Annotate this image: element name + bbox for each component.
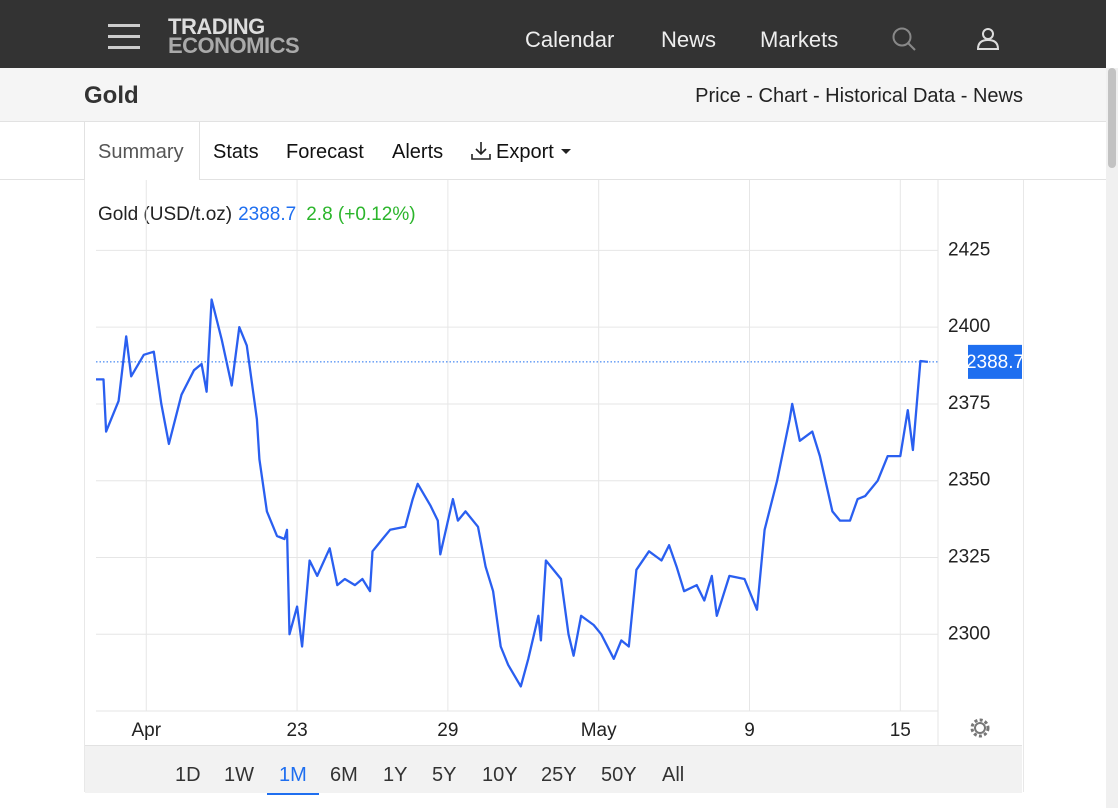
range-button[interactable]: All <box>662 764 685 786</box>
active-tab-bg <box>84 122 200 180</box>
legend-price: 2388.7 <box>238 204 296 225</box>
range-button[interactable]: 1D <box>175 764 201 786</box>
y-tick-label: 2325 <box>948 546 990 567</box>
range-button[interactable]: 50Y <box>601 764 637 786</box>
search-icon[interactable] <box>891 27 919 53</box>
sub-header: Gold Price - Chart - Historical Data - N… <box>0 68 1106 122</box>
settings-icon[interactable] <box>970 718 990 738</box>
tab[interactable]: Stats <box>213 141 259 163</box>
legend-change: 2.8 (+0.12%) <box>306 204 415 225</box>
price-line <box>96 298 929 688</box>
y-tick-label: 2400 <box>948 316 990 337</box>
y-tick-label: 2425 <box>948 239 990 260</box>
nav-link[interactable]: Calendar <box>525 27 615 52</box>
scroll-thumb[interactable] <box>1108 68 1116 168</box>
range-button[interactable]: 1M <box>267 764 319 795</box>
range-button[interactable]: 1Y <box>383 764 408 786</box>
sub-links[interactable]: Price - Chart - Historical Data - News <box>695 85 1023 107</box>
caret <box>561 149 571 154</box>
last-price-tag <box>968 344 1022 379</box>
scrollbar[interactable] <box>1106 68 1118 808</box>
range-bar: 1D 1W 1M 6M 1Y 5Y 10Y 25Y 50Y All <box>85 745 1022 795</box>
tab-bar: Summary Stats Forecast Alerts Export <box>0 122 1106 180</box>
y-tick-label: 2300 <box>948 623 990 644</box>
legend: Gold (USD/t.oz) 2388.7 2.8 (+0.12%) <box>98 204 416 225</box>
page-title: Gold <box>84 82 139 109</box>
chart-frame <box>84 180 1024 792</box>
y-tick-label: 2350 <box>948 470 990 491</box>
last-price-label: 2388.7 <box>966 352 1023 373</box>
top-bar: TRADING ECONOMICS Calendar News Markets <box>0 0 1106 68</box>
range-button[interactable]: 5Y <box>432 764 457 786</box>
range-button[interactable]: 10Y <box>482 764 518 786</box>
x-tick-label: 15 <box>890 720 911 741</box>
logo-bottom: ECONOMICS <box>168 33 300 58</box>
tab[interactable]: Forecast <box>286 141 364 163</box>
x-tick-label: 29 <box>437 720 458 741</box>
x-tick-label: Apr <box>131 720 161 741</box>
legend-name: Gold (USD/t.oz) <box>98 204 232 225</box>
logo[interactable]: TRADING ECONOMICS <box>168 14 300 58</box>
chart: Gold (USD/t.oz) 2388.7 2.8 (+0.12%) 2300 23… <box>96 180 1023 745</box>
range-button[interactable]: 25Y <box>541 764 577 786</box>
nav-link[interactable]: Markets <box>760 27 839 52</box>
menu-icon[interactable] <box>108 24 140 50</box>
y-tick-label: 2375 <box>948 393 990 414</box>
tab[interactable]: Alerts <box>392 141 444 163</box>
x-tick-label: May <box>581 720 617 741</box>
nav-link[interactable]: News <box>661 27 717 52</box>
range-button[interactable]: 6M <box>330 764 358 786</box>
export-button[interactable]: Export <box>496 141 554 163</box>
user-icon[interactable] <box>976 27 1002 51</box>
tab[interactable]: Summary <box>98 141 184 163</box>
export-icon <box>471 142 491 160</box>
range-button[interactable]: 1W <box>224 764 254 786</box>
logo-top: TRADING <box>168 14 265 39</box>
x-tick-label: 23 <box>287 720 308 741</box>
x-tick-label: 9 <box>744 720 755 741</box>
